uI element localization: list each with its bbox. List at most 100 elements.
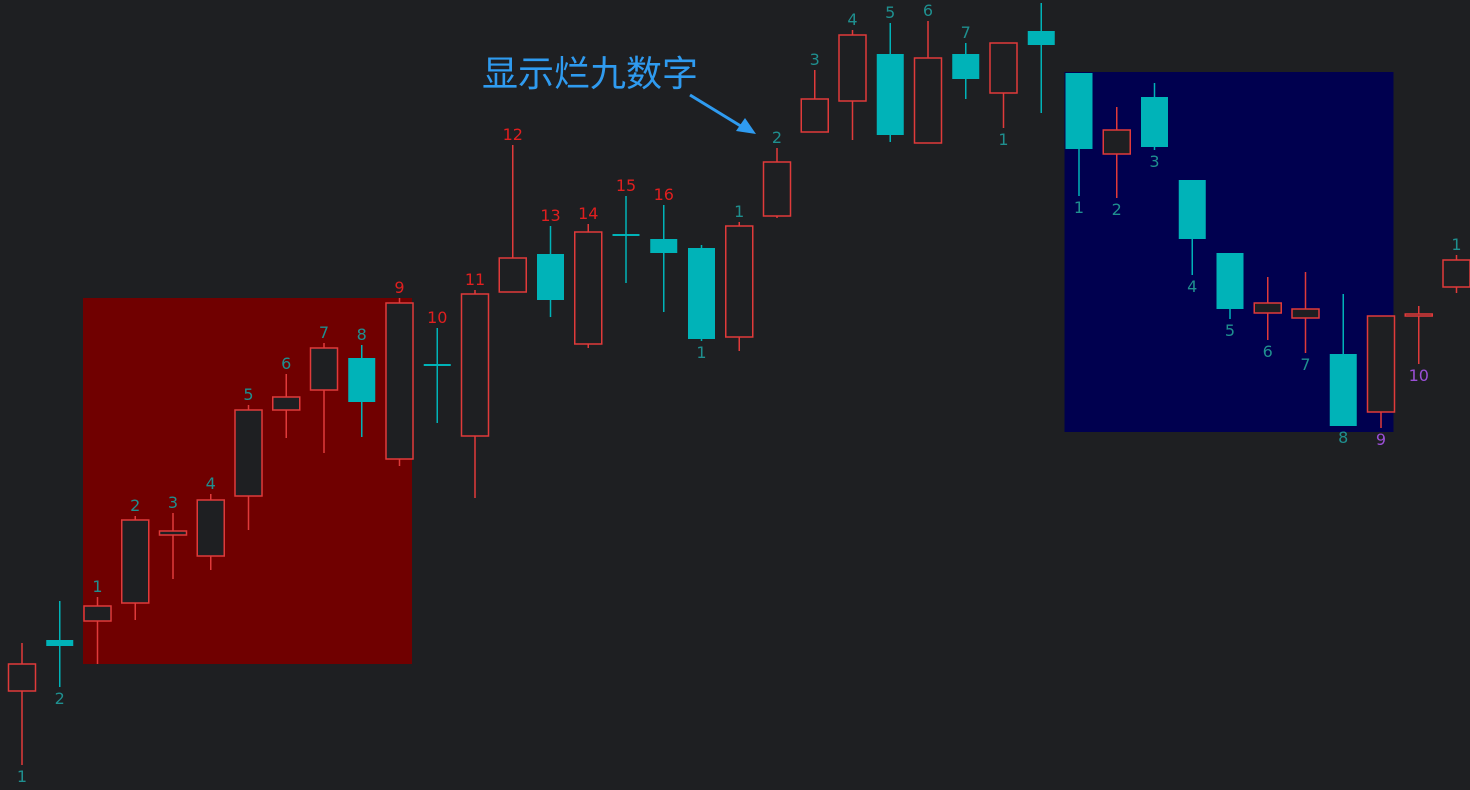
candle-body xyxy=(952,54,980,79)
annotation-arrow-line xyxy=(689,93,745,130)
candle-body xyxy=(989,42,1018,94)
count-label: 1 xyxy=(734,202,744,221)
candle-body xyxy=(800,98,829,133)
candle: 3 xyxy=(1141,83,1168,171)
candle: 1 xyxy=(989,42,1018,149)
count-label: 9 xyxy=(1376,430,1386,449)
count-label: 11 xyxy=(465,270,485,289)
count-label: 1 xyxy=(1451,235,1461,254)
count-label: 9 xyxy=(394,278,404,297)
candle: 12 xyxy=(498,125,527,293)
count-label: 10 xyxy=(427,308,447,327)
count-label: 3 xyxy=(810,50,820,69)
candle-body xyxy=(498,257,527,293)
candle: 5 xyxy=(876,3,904,142)
count-label: 2 xyxy=(1112,200,1122,219)
candle-body xyxy=(423,364,451,366)
candle: 8 xyxy=(1329,294,1357,447)
count-label: 4 xyxy=(847,10,857,29)
candle: 1 xyxy=(688,245,715,362)
candle: 7 xyxy=(309,323,339,453)
count-label: 6 xyxy=(1263,342,1273,361)
candle-body xyxy=(1442,259,1470,288)
candle-body xyxy=(725,225,754,338)
candle: 2 xyxy=(1102,107,1131,219)
count-label: 7 xyxy=(961,23,971,42)
count-label: 12 xyxy=(503,125,523,144)
candle-body xyxy=(1329,354,1357,426)
candle-body xyxy=(385,302,414,460)
annotation-text: 显示烂九数字 xyxy=(482,54,698,95)
count-label: 4 xyxy=(206,474,216,493)
candle: 4 xyxy=(838,10,867,140)
count-label: 6 xyxy=(923,1,933,20)
count-label: 5 xyxy=(1225,321,1235,340)
candle-body xyxy=(121,519,150,604)
count-label: 8 xyxy=(1338,428,1348,447)
count-label: 1 xyxy=(998,130,1008,149)
candle-body xyxy=(1141,97,1168,147)
count-label: 7 xyxy=(319,323,329,342)
candle-body xyxy=(1366,315,1396,413)
count-label: 2 xyxy=(55,689,65,708)
candle: 6 xyxy=(1253,277,1282,361)
candle-body xyxy=(7,663,37,692)
candle: 1 xyxy=(83,577,112,664)
candle-body xyxy=(1253,302,1282,314)
candle: 6 xyxy=(913,1,943,144)
candle: 1 xyxy=(7,643,37,786)
annotation-arrow-head xyxy=(736,118,756,134)
candle: 2 xyxy=(762,128,792,218)
candle-body xyxy=(1291,308,1320,319)
candle: 5 xyxy=(1216,253,1244,340)
candle: 3 xyxy=(158,493,188,579)
count-label: 1 xyxy=(696,343,706,362)
count-label: 2 xyxy=(772,128,782,147)
candle: 11 xyxy=(460,270,490,498)
candle: 10 xyxy=(1404,306,1433,385)
candle xyxy=(1027,3,1055,113)
candle-body xyxy=(688,248,715,339)
count-label: 5 xyxy=(885,3,895,22)
candle: 1 xyxy=(725,202,754,351)
count-label: 1 xyxy=(92,577,102,596)
candle-body xyxy=(612,234,640,236)
candle: 8 xyxy=(348,325,376,437)
count-label: 1 xyxy=(17,767,27,786)
count-label: 3 xyxy=(168,493,178,512)
candle-body xyxy=(913,57,943,144)
candle-body xyxy=(762,161,792,217)
candle: 13 xyxy=(537,206,564,317)
count-label: 14 xyxy=(578,204,598,223)
candle: 2 xyxy=(121,496,150,620)
count-label: 6 xyxy=(281,354,291,373)
candle-body xyxy=(83,605,112,622)
count-label: 1 xyxy=(1074,198,1084,217)
count-label: 5 xyxy=(243,385,253,404)
count-label: 8 xyxy=(357,325,367,344)
candle: 2 xyxy=(46,601,74,708)
candle-body xyxy=(1027,31,1055,45)
candle: 7 xyxy=(1291,272,1320,374)
candle: 5 xyxy=(234,385,263,530)
candle-body xyxy=(460,293,490,437)
candle: 1 xyxy=(1442,235,1470,293)
candle: 6 xyxy=(272,354,301,438)
candle: 3 xyxy=(800,50,829,133)
candle-body xyxy=(309,347,339,391)
candle-body xyxy=(838,34,867,102)
count-label: 15 xyxy=(616,176,636,195)
candle-body xyxy=(1102,129,1131,155)
candle-body xyxy=(272,396,301,411)
count-label: 4 xyxy=(1187,277,1197,296)
count-label: 16 xyxy=(654,185,674,204)
candle-body xyxy=(234,409,263,497)
candle-body xyxy=(348,358,376,402)
candle: 9 xyxy=(1366,315,1396,449)
count-label: 10 xyxy=(1409,366,1429,385)
candle: 14 xyxy=(574,204,603,348)
candle-body xyxy=(1216,253,1244,309)
candle-body xyxy=(537,254,564,300)
candle-body xyxy=(1404,313,1433,317)
